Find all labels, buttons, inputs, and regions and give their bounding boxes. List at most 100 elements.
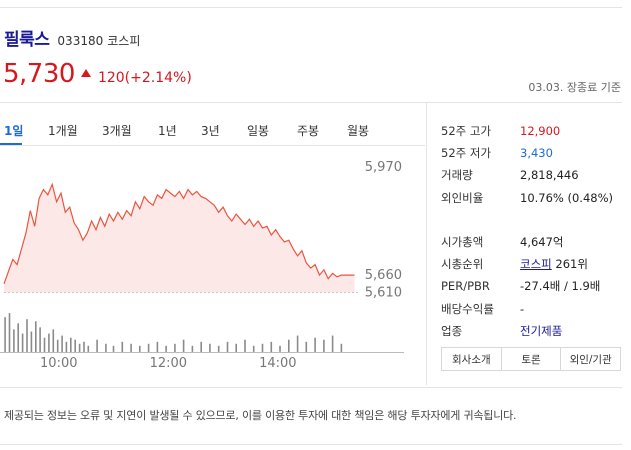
stock-info-panel: 52주 고가 12,900 52주 저가 3,430 거래량 2,818,446… bbox=[441, 120, 626, 342]
volume-bar bbox=[244, 339, 246, 352]
volume-bar bbox=[26, 319, 28, 352]
stock-header: 필룩스 033180 코스피 bbox=[4, 25, 140, 50]
volume-bar bbox=[35, 321, 37, 353]
info-row-market-cap-rank: 시총순위 코스피 261위 bbox=[441, 253, 626, 275]
info-label: 시총순위 bbox=[441, 257, 484, 272]
current-price: 5,730 bbox=[3, 59, 75, 89]
volume-bar bbox=[296, 335, 299, 352]
volume-bar bbox=[96, 339, 98, 352]
action-buttons: 회사소개 토론 외인/기관 bbox=[441, 347, 621, 371]
price-area-fill bbox=[4, 184, 355, 293]
volume-bar bbox=[13, 329, 15, 352]
volume-bar bbox=[217, 345, 220, 352]
info-row-industry: 업종 전기제품 bbox=[441, 320, 626, 342]
volume-bar bbox=[252, 345, 255, 352]
volume-bar bbox=[87, 345, 90, 352]
volume-bar bbox=[331, 335, 334, 352]
discussion-button[interactable]: 토론 bbox=[500, 348, 561, 370]
info-value: - bbox=[520, 301, 525, 316]
volume-bar bbox=[74, 339, 76, 352]
info-label: 거래량 bbox=[441, 168, 473, 183]
volume-bar bbox=[112, 345, 115, 352]
market-name: 코스피 bbox=[107, 34, 141, 48]
price-line bbox=[3, 182, 355, 285]
info-spacer bbox=[441, 209, 626, 231]
x-tick-label: 14:00 bbox=[259, 356, 296, 371]
foreign-institution-button[interactable]: 외인/기관 bbox=[560, 348, 620, 370]
info-row-52w-low: 52주 저가 3,430 bbox=[441, 142, 626, 164]
volume-bar bbox=[130, 343, 132, 352]
panel-divider bbox=[426, 103, 427, 385]
info-label: 배당수익률 bbox=[441, 301, 494, 316]
volume-bar bbox=[30, 331, 33, 352]
tab-1month[interactable]: 1개월 bbox=[48, 124, 78, 138]
volume-bar bbox=[235, 343, 237, 352]
price-row: 5,730 120(+2.14%) bbox=[3, 59, 192, 89]
as-of-time: 03.03. 장종료 기준 bbox=[528, 81, 621, 94]
tab-1day[interactable]: 1일 bbox=[4, 124, 24, 138]
volume-bar bbox=[17, 323, 19, 352]
volume-bar bbox=[288, 339, 290, 352]
info-label: 52주 저가 bbox=[441, 146, 492, 161]
volume-bar bbox=[191, 345, 194, 352]
info-value: 4,647억 bbox=[520, 235, 564, 250]
volume-bar bbox=[209, 343, 211, 352]
industry-link[interactable]: 전기제품 bbox=[520, 323, 563, 338]
header-divider bbox=[0, 102, 622, 103]
volume-bar bbox=[305, 341, 308, 353]
market-rank-value: 261위 bbox=[551, 257, 588, 272]
volume-bar bbox=[314, 337, 316, 352]
volume-bar bbox=[279, 345, 281, 352]
tab-3year[interactable]: 3년 bbox=[201, 124, 220, 138]
volume-bar bbox=[43, 337, 46, 352]
info-value: 3,430 bbox=[520, 146, 553, 161]
y-tick-label: 5,660 bbox=[365, 268, 402, 283]
info-row-volume: 거래량 2,818,446 bbox=[441, 164, 626, 186]
company-intro-button[interactable]: 회사소개 bbox=[452, 353, 491, 366]
volume-bar bbox=[83, 341, 85, 353]
y-tick-label: 5,970 bbox=[365, 160, 402, 175]
volume-bar bbox=[21, 333, 24, 352]
period-tabs: 1일 1개월 3개월 1년 3년 일봉 주봉 월봉 bbox=[0, 119, 425, 145]
x-tick-label: 12:00 bbox=[150, 356, 187, 371]
volume-bar bbox=[52, 329, 55, 352]
up-arrow-icon bbox=[80, 69, 91, 77]
info-value: 12,900 bbox=[520, 124, 561, 139]
volume-bar bbox=[165, 345, 167, 352]
volume-bar bbox=[56, 339, 59, 352]
volume-bar bbox=[270, 341, 273, 353]
tab-1year[interactable]: 1년 bbox=[158, 124, 177, 138]
volume-bar bbox=[182, 339, 185, 352]
tab-daily[interactable]: 일봉 bbox=[247, 124, 270, 138]
info-value: 10.76% (0.48%) bbox=[520, 190, 614, 205]
volume-bar bbox=[156, 341, 159, 353]
volume-bar bbox=[226, 341, 229, 353]
info-row-per-pbr: PER/PBR -27.4배 / 1.9배 bbox=[441, 275, 626, 297]
info-row-52w-high: 52주 고가 12,900 bbox=[441, 120, 626, 142]
volume-bar bbox=[200, 341, 202, 353]
info-value: 2,818,446 bbox=[520, 168, 579, 183]
x-tick-label: 10:00 bbox=[40, 356, 77, 371]
stock-code: 033180 bbox=[57, 34, 104, 48]
tabs-divider bbox=[0, 145, 425, 146]
volume-bar bbox=[105, 343, 107, 352]
info-label: 업종 bbox=[441, 323, 463, 338]
info-label: 외인비율 bbox=[441, 190, 484, 205]
tab-monthly[interactable]: 월봉 bbox=[347, 124, 370, 138]
volume-bar bbox=[323, 339, 325, 352]
info-label: PER/PBR bbox=[441, 279, 490, 294]
tab-3month[interactable]: 3개월 bbox=[102, 124, 132, 138]
info-row-market-cap: 시가총액 4,647억 bbox=[441, 231, 626, 253]
info-row-foreign-ratio: 외인비율 10.76% (0.48%) bbox=[441, 187, 626, 209]
market-rank-link[interactable]: 코스피 bbox=[520, 257, 552, 272]
tab-weekly[interactable]: 주봉 bbox=[297, 124, 320, 138]
info-row-dividend-yield: 배당수익률 - bbox=[441, 298, 626, 320]
volume-bar bbox=[39, 327, 41, 352]
top-divider bbox=[0, 7, 622, 8]
active-tab-indicator bbox=[0, 143, 22, 145]
stock-name[interactable]: 필룩스 bbox=[4, 30, 50, 50]
volume-bar bbox=[48, 333, 50, 352]
intraday-chart[interactable]: 5,970 5,660 5,610 10:00 12:00 14:00 bbox=[0, 146, 410, 371]
footer-divider bbox=[0, 387, 622, 388]
volume-bar bbox=[4, 317, 6, 353]
